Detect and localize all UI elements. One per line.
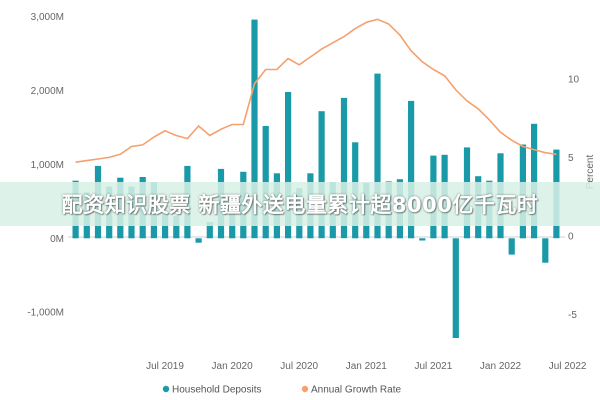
legend-marker-household-deposits bbox=[162, 385, 170, 393]
bar-household-deposits bbox=[419, 238, 426, 241]
right-axis-tick-label: 10 bbox=[568, 74, 580, 85]
left-axis-ticks: -1,000M 0M 1,000M 2,000M 3,000M bbox=[27, 12, 64, 318]
right-axis-ticks: -5 0 5 10 bbox=[568, 74, 580, 321]
bar-household-deposits bbox=[285, 92, 292, 239]
overlay-banner: 配资知识股票 新疆外送电量累计超8000亿千瓦时 bbox=[0, 182, 600, 226]
left-axis-tick-label: 1,000M bbox=[31, 160, 64, 171]
left-axis-tick-label: -1,000M bbox=[27, 308, 64, 319]
bar-household-deposits bbox=[374, 73, 381, 239]
bar-series-household-deposits bbox=[72, 19, 560, 338]
x-axis-tick-label: Jan 2020 bbox=[212, 361, 254, 372]
right-axis-label: Percent bbox=[585, 155, 596, 190]
x-axis-tick-label: Jul 2021 bbox=[414, 361, 452, 372]
bar-household-deposits bbox=[251, 19, 258, 239]
left-axis-tick-label: 3,000M bbox=[31, 12, 64, 23]
bar-household-deposits bbox=[408, 100, 415, 239]
legend: Household Deposits Annual Growth Rate bbox=[162, 385, 401, 396]
right-axis-tick-label: 0 bbox=[568, 231, 574, 242]
bar-household-deposits bbox=[531, 123, 538, 239]
banner-text: 配资知识股票 新疆外送电量累计超8000亿千瓦时 bbox=[61, 193, 539, 217]
legend-label-household-deposits[interactable]: Household Deposits bbox=[172, 385, 262, 396]
bar-household-deposits bbox=[206, 222, 213, 239]
right-axis-tick-label: -5 bbox=[568, 310, 577, 321]
bar-household-deposits bbox=[173, 216, 180, 239]
right-axis-tick-label: 5 bbox=[568, 153, 574, 164]
x-axis-tick-label: Jul 2022 bbox=[549, 361, 587, 372]
legend-label-annual-growth-rate[interactable]: Annual Growth Rate bbox=[311, 385, 401, 396]
x-axis-tick-label: Jan 2022 bbox=[480, 361, 522, 372]
legend-marker-annual-growth-rate bbox=[301, 385, 309, 393]
x-axis-tick-label: Jul 2019 bbox=[146, 361, 184, 372]
x-axis-ticks: Jul 2019 Jan 2020 Jul 2020 Jan 2021 Jul 2021… bbox=[146, 361, 587, 372]
bar-household-deposits bbox=[195, 238, 202, 243]
bar-household-deposits bbox=[318, 111, 325, 239]
line-series-annual-growth-rate bbox=[75, 18, 557, 163]
left-axis-tick-label: 0M bbox=[50, 234, 64, 245]
bar-household-deposits bbox=[452, 238, 459, 338]
x-axis-tick-label: Jan 2021 bbox=[346, 361, 388, 372]
bar-household-deposits bbox=[542, 238, 549, 263]
bar-household-deposits bbox=[340, 97, 348, 239]
left-axis-tick-label: 2,000M bbox=[31, 86, 64, 97]
x-axis-tick-label: Jul 2020 bbox=[280, 361, 318, 372]
bar-household-deposits bbox=[508, 238, 515, 255]
